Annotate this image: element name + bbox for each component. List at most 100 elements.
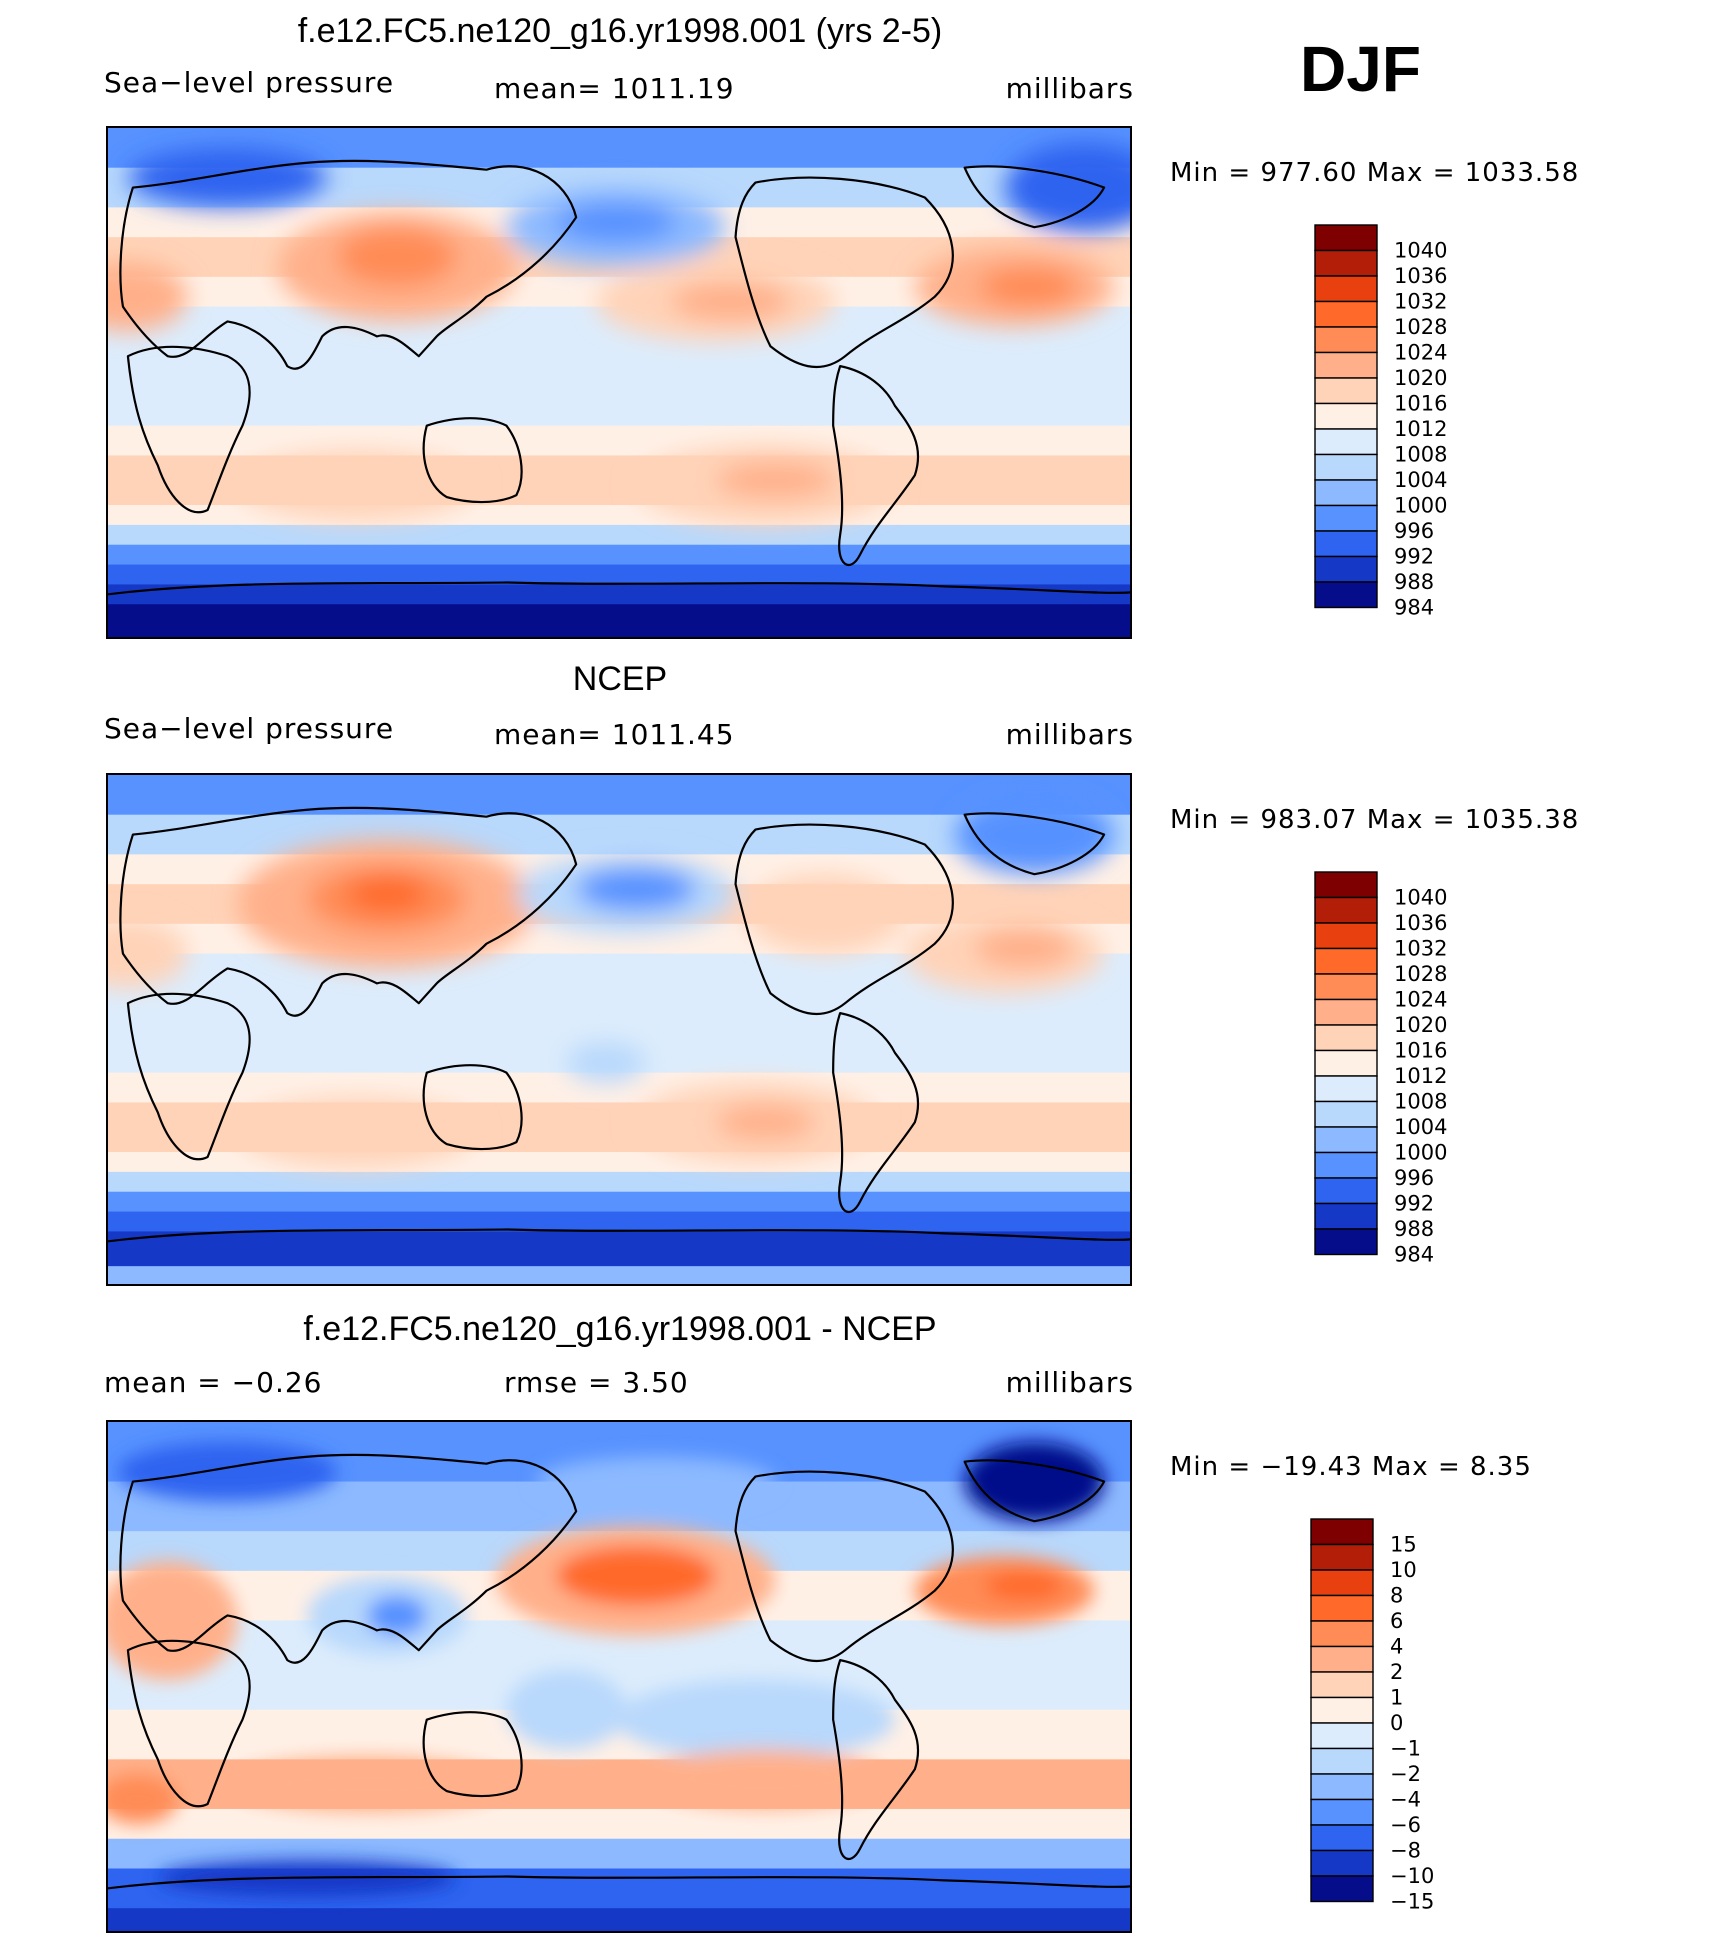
colorbar-label: 8 [1390, 1584, 1403, 1608]
colorbar-label: 992 [1394, 1192, 1434, 1216]
colorbar-label: 1032 [1394, 937, 1447, 961]
colorbar-label: 1016 [1394, 1039, 1447, 1063]
colorbar-label: 6 [1390, 1609, 1403, 1633]
colorbar-label: −8 [1390, 1839, 1421, 1863]
colorbar-swatch [1314, 300, 1378, 328]
colorbar-swatch [1310, 1671, 1374, 1699]
colorbar-label: 984 [1394, 596, 1434, 620]
panel-2-min-max: Min = 983.07 Max = 1035.38 [1170, 805, 1580, 835]
colorbar-label: 1004 [1394, 468, 1447, 492]
colorbar-label: −10 [1390, 1864, 1434, 1888]
colorbar-swatch [1310, 1722, 1374, 1750]
colorbar-swatch [1310, 1747, 1374, 1775]
colorbar-label: 984 [1394, 1243, 1434, 1267]
colorbar-swatch [1314, 326, 1378, 354]
colorbar-label: −4 [1390, 1788, 1421, 1812]
panel-1-variable-label: Sea−level pressure [104, 66, 395, 99]
colorbar-swatch [1314, 351, 1378, 379]
colorbar-label: 988 [1394, 570, 1434, 594]
colorbar-swatch [1314, 402, 1378, 430]
colorbar-label: 1040 [1394, 239, 1447, 263]
colorbar-label: 1040 [1394, 886, 1447, 910]
colorbar-label: 1028 [1394, 315, 1447, 339]
colorbar-swatch [1314, 224, 1378, 252]
colorbar-swatch [1314, 973, 1378, 1001]
colorbar-label: 1000 [1394, 1141, 1447, 1165]
colorbar-swatch [1314, 377, 1378, 405]
panel-1-colorbar: 1040 1036 1032 1028 1024 1020 1016 1012 1008 1004… [1314, 224, 1484, 620]
colorbar-swatch [1314, 896, 1378, 924]
colorbar-label: 1000 [1394, 494, 1447, 518]
panel-1-min-max: Min = 977.60 Max = 1033.58 [1170, 158, 1580, 188]
colorbar-label: 1012 [1394, 417, 1447, 441]
colorbar-swatch [1310, 1620, 1374, 1648]
colorbar-label: 1028 [1394, 962, 1447, 986]
panel-1-units-label: millibars [1005, 72, 1134, 105]
colorbar-swatch [1314, 581, 1378, 609]
colorbar-swatch [1314, 1100, 1378, 1128]
colorbar-label: 1 [1390, 1686, 1403, 1710]
colorbar-swatch [1314, 922, 1378, 950]
colorbar-label: −1 [1390, 1737, 1421, 1761]
colorbar-swatch [1314, 1228, 1378, 1256]
colorbar-swatch [1314, 504, 1378, 532]
colorbar-label: 4 [1390, 1635, 1403, 1659]
panel-2-colorbar: 1040 1036 1032 1028 1024 1020 1016 1012 1008 1004… [1314, 871, 1484, 1267]
colorbar-swatch [1314, 1049, 1378, 1077]
panel-2-units-label: millibars [1005, 718, 1134, 751]
season-label: DJF [1300, 33, 1421, 105]
colorbar-swatch [1314, 1024, 1378, 1052]
colorbar-swatch [1314, 479, 1378, 507]
colorbar-label: 996 [1394, 519, 1434, 543]
colorbar-label: 2 [1390, 1660, 1403, 1684]
panel-3-mean-label: mean = −0.26 [104, 1366, 323, 1399]
colorbar-swatch [1314, 947, 1378, 975]
colorbar-swatch [1314, 1202, 1378, 1230]
colorbar-swatch [1314, 871, 1378, 899]
colorbar-swatch [1310, 1518, 1374, 1546]
colorbar-label: 1016 [1394, 392, 1447, 416]
panel-1-map [106, 126, 1132, 639]
colorbar-label: 1004 [1394, 1115, 1447, 1139]
colorbar-swatch [1310, 1645, 1374, 1673]
colorbar-swatch [1310, 1569, 1374, 1597]
panel-2-variable-label: Sea−level pressure [104, 712, 395, 745]
panel-3-colorbar: 15 10 8 6 4 2 1 0 −1 −2 −4 −6 −8 −10 −15 [1310, 1518, 1480, 1914]
colorbar-swatch [1310, 1875, 1374, 1903]
colorbar-label: −6 [1390, 1813, 1421, 1837]
panel-2-map [106, 773, 1132, 1286]
colorbar-swatch [1310, 1798, 1374, 1826]
colorbar-label: 1008 [1394, 1090, 1447, 1114]
colorbar-label: 1020 [1394, 366, 1447, 390]
colorbar-swatch [1310, 1773, 1374, 1801]
colorbar-swatch [1310, 1824, 1374, 1852]
colorbar-label: 1012 [1394, 1064, 1447, 1088]
colorbar-swatch [1310, 1594, 1374, 1622]
colorbar-swatch [1310, 1849, 1374, 1877]
colorbar-label: 1032 [1394, 290, 1447, 314]
panel-3-map [106, 1420, 1132, 1933]
colorbar-label: 1020 [1394, 1013, 1447, 1037]
colorbar-swatch [1314, 249, 1378, 277]
colorbar-label: −2 [1390, 1762, 1421, 1786]
colorbar-label: 10 [1390, 1558, 1417, 1582]
colorbar-label: 1024 [1394, 341, 1447, 365]
colorbar-label: 996 [1394, 1166, 1434, 1190]
panel-3-min-max: Min = −19.43 Max = 8.35 [1170, 1452, 1532, 1482]
panel-1-title: f.e12.FC5.ne120_g16.yr1998.001 (yrs 2-5) [297, 12, 943, 50]
panel-3-rmse-label: rmse = 3.50 [504, 1366, 689, 1399]
colorbar-swatch [1314, 428, 1378, 456]
colorbar-label: −15 [1390, 1890, 1434, 1914]
colorbar-label: 1036 [1394, 264, 1447, 288]
colorbar-swatch [1314, 275, 1378, 303]
colorbar-label: 0 [1390, 1711, 1403, 1735]
colorbar-label: 1024 [1394, 988, 1447, 1012]
colorbar-label: 1036 [1394, 911, 1447, 935]
colorbar-swatch [1310, 1543, 1374, 1571]
colorbar-swatch [1314, 453, 1378, 481]
colorbar-label: 15 [1390, 1533, 1417, 1557]
colorbar-swatch [1314, 1126, 1378, 1154]
colorbar-swatch [1314, 998, 1378, 1026]
colorbar-label: 992 [1394, 545, 1434, 569]
colorbar-swatch [1314, 1151, 1378, 1179]
